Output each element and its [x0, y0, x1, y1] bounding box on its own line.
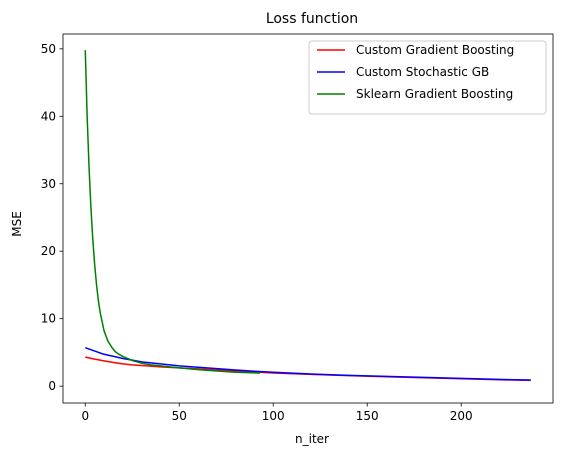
y-tick-label-4: 40	[41, 109, 56, 123]
y-axis-label: MSE	[10, 211, 24, 237]
legend-label-0: Custom Gradient Boosting	[356, 43, 514, 57]
legend-box	[308, 40, 547, 115]
x-tick-label-3: 150	[356, 409, 379, 423]
x-axis-label: n_iter	[295, 432, 329, 446]
y-tick-label-2: 20	[41, 244, 56, 258]
y-tick-label-3: 30	[41, 177, 56, 191]
x-tick-label-2: 100	[262, 409, 285, 423]
chart-title: Loss function	[266, 11, 358, 27]
series-line-2	[84, 50, 261, 374]
series-line-1	[85, 346, 531, 381]
plot-area	[84, 50, 531, 382]
x-tick-label-1: 50	[172, 409, 187, 423]
axes: 0 50 100 150 200 0 10 20 30 40 50	[41, 33, 554, 423]
x-tick-label-0: 0	[81, 409, 89, 423]
legend-label-1: Custom Stochastic GB	[356, 65, 489, 79]
series-line-0	[85, 356, 531, 382]
y-tick-label-1: 10	[41, 312, 56, 326]
y-tick-label-0: 0	[48, 379, 56, 393]
axes-frame	[62, 33, 554, 404]
y-tick-label-5: 50	[41, 42, 56, 56]
x-tick-label-4: 200	[450, 409, 473, 423]
legend-label-2: Sklearn Gradient Boosting	[356, 87, 513, 101]
legend: Custom Gradient Boosting Custom Stochasti…	[308, 40, 547, 115]
